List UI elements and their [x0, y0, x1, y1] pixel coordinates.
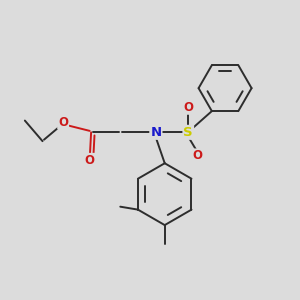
Text: N: N: [150, 126, 161, 139]
Text: S: S: [184, 126, 193, 139]
Text: O: O: [183, 101, 193, 114]
Text: O: O: [192, 149, 202, 162]
Text: O: O: [58, 116, 68, 128]
Text: O: O: [85, 154, 94, 167]
